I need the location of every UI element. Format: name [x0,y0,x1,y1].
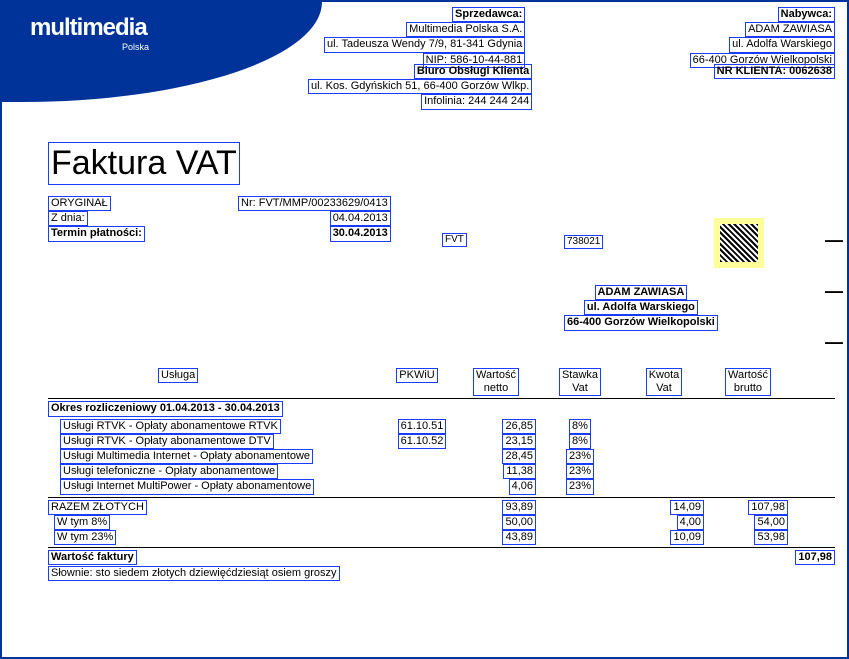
period-label: Okres rozliczeniowy 01.04.2013 - 30.04.2… [48,401,283,416]
wartosc-row: Wartość faktury 107,98 [48,550,835,565]
svc-stawka: 23% [566,479,594,494]
svc-pkwiu: 61.10.52 [398,434,447,449]
w8-kwota: 4,00 [677,515,704,530]
w23-kwota: 10,09 [670,530,704,545]
addr-line1: ul. Adolfa Warskiego [584,300,698,315]
table-row: Usługi RTVK - Opłaty abonamentowe RTVK 61… [48,419,835,434]
office-block: Biuro Obsługi Klienta ul. Kos. Gdyńskich… [308,64,532,110]
w8-netto: 50,00 [502,515,536,530]
original-label: ORYGINAŁ [48,196,111,211]
date-label: Z dnia: [48,211,88,226]
invoice-date: 04.04.2013 [330,211,391,226]
logo-text: multimedia [30,14,147,42]
svc-stawka: 8% [569,434,591,449]
meta-right: Nr: FVT/MMP/00233629/0413 04.04.2013 30.… [238,196,391,242]
office-addr: ul. Kos. Gdyńskich 51, 66-400 Gorzów Wlk… [308,79,532,94]
seller-block: Sprzedawca: Multimedia Polska S.A. ul. T… [324,7,525,68]
th-pkwiu: PKWiU [396,368,437,383]
buyer-block: Nabywca: ADAM ZAWIASA ul. Adolfa Warskie… [690,7,835,68]
svc-name: Usługi Internet MultiPower - Opłaty abon… [60,479,314,494]
razem-label: RAZEM ZŁOTYCH [48,500,147,515]
svc-name: Usługi telefoniczne - Opłaty abonamentow… [60,464,278,479]
svc-netto: 26,85 [502,419,536,434]
table-row: Usługi Multimedia Internet - Opłaty abon… [48,449,835,464]
wartosc-label: Wartość faktury [48,550,137,565]
barcode-icon [720,224,758,262]
svc-netto: 4,06 [509,479,536,494]
w23-netto: 43,89 [502,530,536,545]
th-brutto: Wartość brutto [725,368,771,396]
th-kwota: Kwota Vat [646,368,683,396]
table-row: Usługi Internet MultiPower - Opłaty abon… [48,479,835,494]
th-netto: Wartość netto [473,368,519,396]
buyer-name: ADAM ZAWIASA [745,22,835,37]
invoice-table: Usługa PKWiU Wartość netto Stawka Vat Kw… [48,368,835,581]
th-usluga: Usługa [158,368,198,383]
svc-stawka: 8% [569,419,591,434]
svc-name: Usługi Multimedia Internet - Opłaty abon… [60,449,313,464]
svc-pkwiu: 61.10.51 [398,419,447,434]
seller-title: Sprzedawca: [452,7,525,22]
razem-kwota: 14,09 [670,500,704,515]
slownie: Słownie: sto siedem złotych dziewięćdzie… [48,566,340,581]
address-block: ADAM ZAWIASA ul. Adolfa Warskiego 66-400… [564,285,718,331]
svc-stawka: 23% [566,449,594,464]
meta-left: ORYGINAŁ Z dnia: Termin płatności: [48,196,145,242]
seller-addr: ul. Tadeusza Wendy 7/9, 81-341 Gdynia [324,37,525,52]
buyer-title: Nabywca: [778,7,835,22]
razem-brutto: 107,98 [748,500,788,515]
w23-brutto: 53,98 [754,530,788,545]
table-row: Usługi telefoniczne - Opłaty abonamentow… [48,464,835,479]
seller-name: Multimedia Polska S.A. [406,22,525,37]
svc-netto: 23,15 [502,434,536,449]
invoice-nr: Nr: FVT/MMP/00233629/0413 [238,196,391,211]
fold-marks: ——— [825,230,843,353]
code-fvt: FVT [442,233,467,247]
razem-netto: 93,89 [502,500,536,515]
w8-brutto: 54,00 [754,515,788,530]
w8-label: W tym 8% [54,515,110,530]
table-header: Usługa PKWiU Wartość netto Stawka Vat Kw… [48,368,835,396]
due-label: Termin płatności: [48,226,145,241]
code-num: 738021 [564,235,603,249]
customer-number: NR KLIENTA: 0062638 [714,64,835,79]
svc-netto: 28,45 [502,449,536,464]
addr-line2: 66-400 Gorzów Wielkopolski [564,315,718,330]
buyer-addr1: ul. Adolfa Warskiego [729,37,835,52]
svc-netto: 11,38 [503,464,536,479]
wartosc-value: 107,98 [795,550,835,565]
invoice-title: Faktura VAT [48,142,240,185]
logo-sub: Polska [122,42,149,52]
w23-label: W tym 23% [54,530,116,545]
addr-name: ADAM ZAWIASA [595,285,688,300]
svc-name: Usługi RTVK - Opłaty abonamentowe DTV [60,434,274,449]
invoice-due: 30.04.2013 [330,226,391,241]
th-stawka: Stawka Vat [559,368,601,396]
svc-name: Usługi RTVK - Opłaty abonamentowe RTVK [60,419,281,434]
office-phone: Infolinia: 244 244 244 [421,94,532,109]
table-row: Usługi RTVK - Opłaty abonamentowe DTV 61.… [48,434,835,449]
office-title: Biuro Obsługi Klienta [414,64,532,79]
totals: RAZEM ZŁOTYCH 93,89 14,09 107,98 W tym 8… [48,500,835,546]
svc-stawka: 23% [566,464,594,479]
